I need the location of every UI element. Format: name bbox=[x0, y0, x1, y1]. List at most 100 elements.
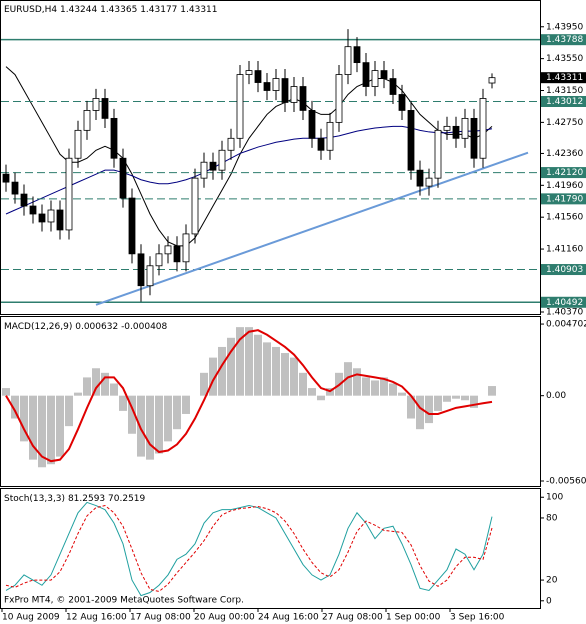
candle-body bbox=[11, 181, 19, 195]
candle-body bbox=[29, 205, 37, 215]
macd-bar bbox=[182, 395, 190, 414]
candle-body bbox=[353, 46, 361, 64]
candle-body bbox=[227, 137, 235, 151]
credit: FxPro MT4, © 2001-2009 MetaQuotes Softwa… bbox=[4, 596, 244, 606]
macd-bar bbox=[407, 395, 415, 419]
macd-bar bbox=[389, 383, 397, 396]
y-tick-label: 1.42360 bbox=[546, 149, 583, 159]
candle-body bbox=[200, 161, 208, 179]
candle-body bbox=[425, 177, 433, 187]
macd-bar bbox=[434, 395, 442, 411]
candle-body bbox=[461, 117, 469, 139]
candle-body bbox=[263, 82, 271, 91]
macd-bar bbox=[20, 395, 28, 442]
macd-bar bbox=[398, 392, 406, 396]
macd-pane bbox=[0, 316, 541, 487]
y-tick-label: 80 bbox=[546, 513, 558, 523]
macd-bar bbox=[254, 334, 262, 396]
macd-bar bbox=[443, 395, 451, 402]
macd-bar bbox=[38, 395, 46, 468]
candle-body bbox=[317, 137, 325, 151]
stoch-pane bbox=[0, 488, 541, 609]
candle-body bbox=[335, 74, 343, 123]
level-label-box bbox=[541, 167, 586, 179]
candle-body bbox=[407, 110, 415, 171]
candle-body bbox=[56, 209, 64, 231]
macd-bar bbox=[317, 395, 325, 401]
candle-body bbox=[209, 161, 217, 171]
candle-body bbox=[2, 173, 10, 183]
candle-body bbox=[128, 197, 136, 255]
x-tick-label: 10 Aug 2009 bbox=[2, 613, 60, 623]
macd-bar bbox=[155, 395, 163, 454]
candle-body bbox=[371, 70, 379, 87]
level-label-box bbox=[541, 296, 586, 308]
y-tick-label: 1.40370 bbox=[546, 308, 583, 318]
level-label-box bbox=[541, 34, 586, 46]
y-tick-label: 0.00 bbox=[546, 391, 566, 401]
y-tick-label: 1.41960 bbox=[546, 181, 583, 191]
candle-body bbox=[380, 70, 388, 79]
macd-bar bbox=[245, 327, 253, 396]
level-label-box bbox=[541, 95, 586, 107]
level-label: 1.40903 bbox=[546, 265, 583, 275]
candle-body bbox=[110, 117, 118, 159]
stoch-main-value: 81.2593 bbox=[68, 494, 105, 504]
macd-bar bbox=[92, 368, 100, 396]
candle-body bbox=[137, 253, 145, 287]
level-label-box bbox=[541, 264, 586, 276]
y-tick-label: 20 bbox=[546, 576, 558, 586]
candle-body bbox=[236, 74, 244, 139]
candle-body bbox=[470, 117, 478, 159]
macd-value: 0.000632 bbox=[75, 322, 118, 332]
candle-body bbox=[452, 125, 460, 139]
macd-bar bbox=[290, 357, 298, 396]
candle-body bbox=[344, 46, 352, 75]
macd-bar bbox=[353, 368, 361, 396]
main-title: EURUSD,H4 1.43244 1.43365 1.43177 1.4331… bbox=[4, 5, 218, 15]
symbol: EURUSD,H4 bbox=[4, 5, 57, 15]
macd-bar bbox=[272, 346, 280, 396]
x-tick-label: 17 Aug 08:00 bbox=[130, 613, 191, 623]
line bbox=[95, 151, 529, 306]
macd-bar bbox=[119, 395, 127, 411]
last-open: 1.43244 bbox=[60, 5, 97, 15]
macd-bar bbox=[362, 377, 370, 396]
candle-body bbox=[119, 157, 127, 199]
stoch-signal-value: 70.2519 bbox=[108, 494, 145, 504]
macd-bar bbox=[461, 395, 469, 401]
macd-bar bbox=[281, 353, 289, 396]
x-tick-label: 20 Aug 00:00 bbox=[194, 613, 255, 623]
candle-body bbox=[155, 253, 163, 267]
candle-body bbox=[434, 129, 442, 179]
y-tick-label: 100 bbox=[546, 493, 563, 503]
candle-body bbox=[290, 86, 298, 103]
macd-bar bbox=[236, 327, 244, 396]
candle-body bbox=[362, 62, 370, 87]
line bbox=[5, 501, 493, 597]
macd-bar bbox=[308, 388, 316, 396]
last-close: 1.43311 bbox=[180, 5, 217, 15]
macd-bar bbox=[101, 372, 109, 396]
candle-body bbox=[326, 121, 334, 151]
macd-name: MACD(12,26,9) bbox=[4, 322, 72, 332]
candle-body bbox=[20, 193, 28, 207]
candle-body bbox=[191, 177, 199, 235]
macd-title: MACD(12,26,9) 0.000632 -0.000408 bbox=[4, 322, 168, 332]
signal-value: -0.000408 bbox=[121, 322, 167, 332]
macd-bar bbox=[74, 392, 82, 396]
y-tick-label: 0 bbox=[546, 596, 552, 606]
macd-bar bbox=[200, 372, 208, 396]
macd-bar bbox=[425, 395, 433, 424]
macd-bar bbox=[146, 395, 154, 460]
x-tick-label: 1 Sep 00:00 bbox=[386, 613, 441, 623]
macd-bar bbox=[416, 395, 424, 430]
candle-body bbox=[488, 77, 496, 84]
candle-body bbox=[299, 86, 307, 111]
y-tick-label: 1.43150 bbox=[546, 86, 583, 96]
level-label: 1.41790 bbox=[546, 194, 583, 204]
stoch-title: Stoch(13,3,3) 81.2593 70.2519 bbox=[4, 494, 146, 504]
level-label: 1.43788 bbox=[546, 35, 583, 45]
x-tick-label: 24 Aug 16:00 bbox=[258, 613, 319, 623]
